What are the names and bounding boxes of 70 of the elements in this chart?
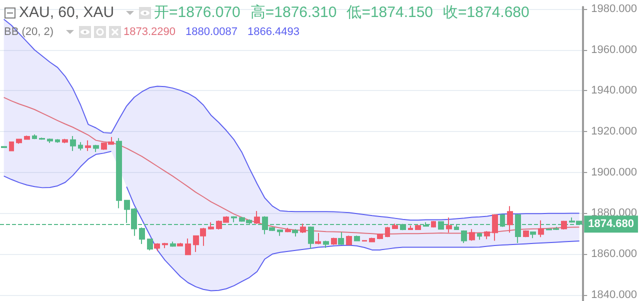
candlestick — [78, 142, 83, 151]
annotation: BB (20, 2) — [4, 26, 54, 38]
line-series — [3, 96, 580, 235]
candlestick — [208, 222, 214, 230]
y-tick-label: 1840.000 — [591, 288, 638, 301]
annotation: 收=1874.680 — [443, 4, 530, 21]
candlestick — [147, 238, 153, 251]
annotation: 高=1876.310 — [250, 4, 337, 21]
candlestick — [392, 223, 398, 230]
candlestick — [530, 231, 536, 239]
candlestick — [300, 223, 306, 234]
candlestick — [254, 210, 260, 224]
candlestick — [461, 230, 467, 244]
candlestick — [385, 226, 390, 238]
y-tick-label: 1960.000 — [591, 44, 638, 56]
candlestick — [431, 220, 436, 228]
candlestick — [170, 241, 176, 248]
candlestick — [469, 228, 475, 242]
candlestick — [116, 138, 122, 209]
candlestick — [62, 138, 68, 144]
candlestick — [446, 216, 452, 234]
candlestick — [354, 235, 360, 242]
candlestick — [47, 138, 53, 144]
candlestick — [369, 237, 375, 243]
candlestick — [1, 146, 7, 148]
annotation: 1866.4493 — [248, 26, 300, 38]
candlestick — [285, 227, 291, 233]
candlestick — [507, 206, 513, 234]
candlestick — [55, 138, 60, 144]
annotation: 开=1876.070 — [154, 4, 240, 21]
annotation: 1873.2290 — [124, 26, 176, 38]
candlestick — [231, 216, 237, 223]
y-tick-label: 1920.000 — [591, 126, 638, 138]
annotation: 1880.0087 — [186, 26, 238, 38]
candlestick — [346, 235, 352, 246]
candlestick — [70, 136, 76, 152]
candlestick — [492, 214, 498, 242]
candlestick — [139, 227, 145, 245]
candlestick — [477, 232, 482, 240]
candlestick — [162, 242, 168, 249]
candlestick — [292, 228, 298, 237]
candlestick — [415, 224, 421, 230]
y-tick-label: 1940.000 — [591, 84, 638, 97]
candlestick — [277, 229, 283, 236]
candlestick — [523, 230, 529, 238]
candlestick — [39, 137, 45, 140]
ref-line-label: 1874.680 — [588, 218, 634, 230]
candlestick — [24, 135, 30, 140]
y-tick-label: 1860.000 — [591, 248, 638, 260]
y-tick-label: 1900.000 — [591, 166, 638, 178]
annotation: 低=1874.150 — [346, 4, 434, 21]
candlestick — [177, 242, 183, 247]
candlestick — [331, 237, 337, 246]
candlestick — [315, 232, 321, 245]
candlestick — [16, 138, 22, 144]
candlestick — [32, 134, 37, 140]
candlestick — [538, 220, 544, 238]
candlestick — [377, 233, 383, 240]
candlestick — [561, 220, 567, 230]
candlestick — [484, 230, 490, 240]
candlestick — [85, 140, 91, 152]
candlestick — [154, 242, 160, 252]
candlestick — [93, 144, 99, 152]
candlestick — [323, 240, 329, 248]
y-tick-label: 1980.000 — [591, 3, 638, 16]
annotation: XAU, 60, XAU — [19, 4, 114, 21]
candlestick — [185, 238, 191, 256]
candlestick — [338, 231, 344, 246]
candlestick — [408, 224, 413, 230]
candlestick — [9, 141, 14, 152]
